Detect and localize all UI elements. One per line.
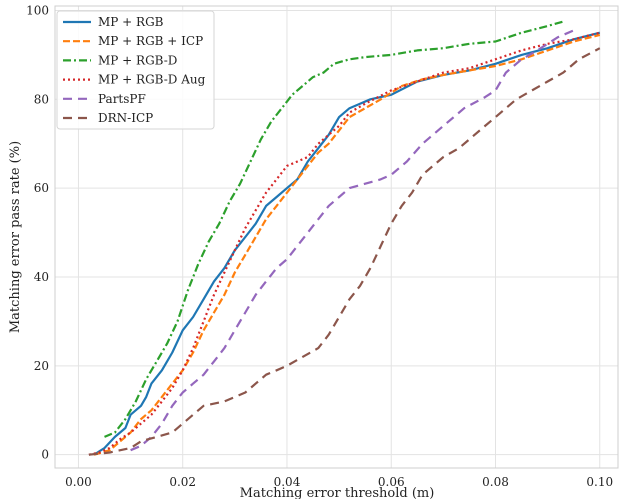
series-line-mp-rgb [93,31,601,456]
legend-label: PartsPF [98,92,146,106]
legend-box [56,10,215,130]
y-tick-label: 20 [34,359,49,373]
legend-items: MP + RGB MP + RGB + ICP MP + RGB-D MP + RGB… [63,15,206,125]
legend-label: MP + RGB-D [98,53,177,67]
y-tick-label: 100 [26,3,49,17]
legend-label: MP + RGB-D Aug [98,73,206,87]
x-tick-label: 0.08 [482,475,509,489]
y-tick-label: 80 [34,92,49,106]
x-tick-label: 0.06 [378,475,405,489]
legend-label: MP + RGB + ICP [98,34,203,48]
y-tick-label: 0 [41,448,49,462]
y-tick-label: 40 [34,270,49,284]
x-tick-label: 0.10 [586,475,613,489]
series-lines [88,20,601,456]
x-axis-ticks: 0.00 0.02 0.04 0.06 0.08 0.10 [65,475,613,489]
series-line-partspf [130,29,575,452]
x-tick-label: 0.04 [274,475,301,489]
y-axis-label: Matching error pass rate (%) [8,141,23,333]
y-axis-ticks: 0 20 40 60 80 100 [26,3,49,461]
series-line-mp-rgb-d [104,20,564,438]
legend: MP + RGB MP + RGB + ICP MP + RGB-D MP + RGB… [56,10,215,130]
x-tick-label: 0.02 [169,475,196,489]
x-axis-label: Matching error threshold (m) [240,486,435,499]
x-tick-label: 0.00 [65,475,92,489]
plot-frame [54,5,619,469]
legend-label: DRN-ICP [98,111,153,125]
y-tick-label: 60 [34,181,49,195]
series-line-mp-rgb-d-aug [88,31,601,456]
series-line-drn-icp [88,47,601,456]
legend-label: MP + RGB [98,15,164,29]
series-line-mp-rgb-icp [93,33,601,456]
